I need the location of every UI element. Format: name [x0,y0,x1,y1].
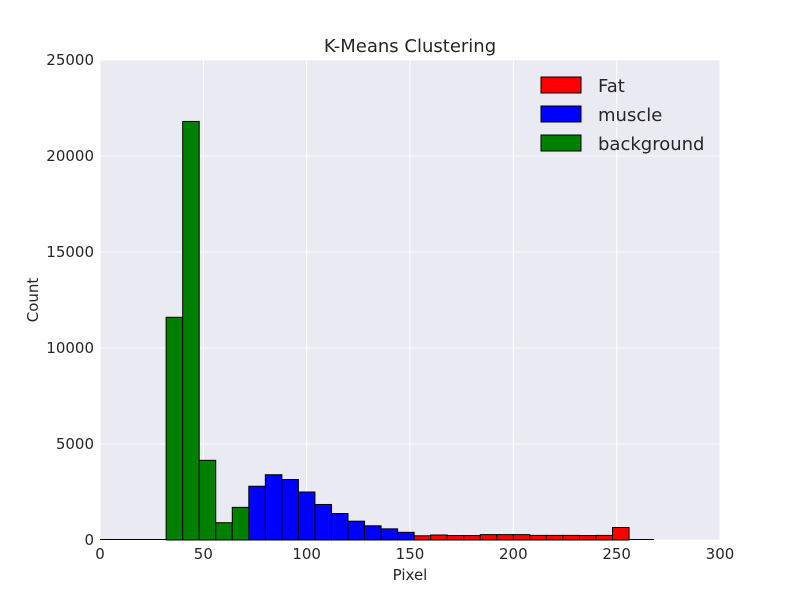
legend-label-background: background [598,134,704,155]
fat-bar [529,534,547,541]
legend-swatch-background [540,134,582,152]
background-bar [215,522,233,541]
fat-bar [430,534,448,541]
fat-bar [413,535,432,541]
background-bar [182,120,200,541]
x-tick-label: 0 [95,545,105,563]
y-tick-label: 0 [84,531,94,549]
fat-bar [612,527,630,541]
muscle-bar [347,520,366,541]
fat-bar [562,534,580,541]
muscle-bar [297,491,316,541]
x-tick-label: 100 [292,545,321,563]
muscle-bar [314,503,332,541]
fat-bar [595,534,614,541]
ticks: 0 50 100 150 200 250 300 0 5000 10000 15000 20000 25… [46,51,734,563]
y-tick-label: 5000 [56,435,94,453]
bars [100,120,654,541]
fat-bar [578,535,597,541]
legend-swatch-fat [540,76,582,94]
fat-bar [545,534,564,541]
muscle-bar [281,479,299,541]
muscle-bar [248,485,266,541]
muscle-bar [397,531,415,541]
fat-bar [446,535,465,541]
x-tick-label: 300 [706,545,735,563]
y-tick-label: 15000 [46,243,94,261]
muscle-bar [364,525,382,541]
muscle-bar [380,528,399,541]
x-tick-label: 50 [194,545,213,563]
y-tick-label: 20000 [46,147,94,165]
chart-title: K-Means Clustering [324,36,496,57]
background-bar [198,459,217,541]
y-tick-label: 10000 [46,339,94,357]
muscle-bar [330,513,349,541]
muscle-bar [264,474,283,541]
x-tick-label: 250 [602,545,631,563]
background-bar [165,316,184,541]
y-axis-title: Count [24,278,42,323]
background-bar [231,506,250,541]
legend: Fat muscle background [540,76,704,155]
legend-swatch-muscle [540,105,582,123]
x-tick-label: 200 [499,545,528,563]
fat-bar [496,534,514,541]
legend-label-fat: Fat [598,76,625,97]
x-axis-title: Pixel [393,566,428,584]
fat-bar [479,534,498,541]
fat-bar [463,535,481,541]
fat-bar [512,534,531,541]
x-tick-label: 150 [396,545,425,563]
legend-label-muscle: muscle [598,105,662,126]
y-tick-label: 25000 [46,51,94,69]
